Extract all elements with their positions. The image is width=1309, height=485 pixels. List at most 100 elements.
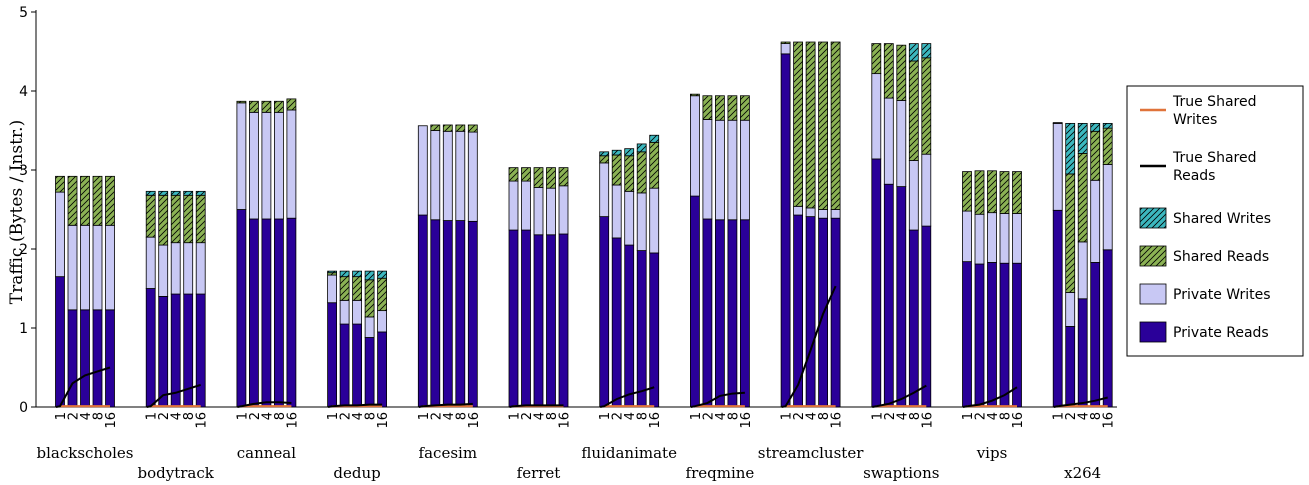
y-tick-label: 3 — [19, 163, 28, 179]
bar-shared-reads — [896, 44, 907, 101]
line-true-shared-reads — [237, 401, 292, 408]
bar-private-writes — [67, 224, 78, 311]
bar-shared-reads — [883, 43, 894, 99]
bar-shared-reads — [636, 151, 647, 194]
bar-shared-reads — [987, 170, 997, 214]
bar-private-reads — [92, 309, 103, 408]
bar-private-writes — [830, 209, 841, 219]
bar-shared-reads — [871, 43, 882, 75]
bar-private-writes — [92, 224, 103, 311]
bar-private-reads — [442, 220, 453, 408]
x-tick-label: 16 — [376, 412, 391, 429]
bar-private-writes — [1090, 179, 1101, 263]
bar-private-writes — [908, 160, 919, 231]
line-true-shared-reads — [872, 384, 927, 408]
bar-private-reads — [273, 218, 284, 408]
bar-private-reads — [896, 186, 907, 408]
bar-private-reads — [80, 309, 90, 408]
bar-shared-reads — [546, 167, 556, 189]
bar-private-reads — [780, 53, 791, 408]
bar-private-writes — [715, 119, 725, 221]
bar-private-reads — [430, 219, 441, 408]
bar-shared-reads — [508, 167, 519, 182]
x-tick-label: 2 — [701, 412, 716, 420]
bar-private-writes — [727, 119, 738, 221]
bar-shared-writes — [1065, 122, 1076, 175]
bar-shared-writes — [170, 190, 181, 196]
bar-shared-reads — [339, 276, 350, 301]
y-tick-label: 2 — [19, 242, 28, 258]
legend-label: Shared Writes — [1173, 211, 1271, 227]
x-tick-label: 8 — [636, 412, 651, 420]
x-tick-label: 2 — [974, 412, 989, 420]
bar-private-reads — [67, 309, 78, 408]
bar-private-reads — [636, 250, 647, 408]
bar-private-reads — [533, 234, 544, 408]
bar-private-writes — [327, 274, 338, 304]
bar-private-writes — [740, 119, 750, 221]
x-tick-label: 8 — [999, 412, 1014, 420]
bar-shared-reads — [830, 41, 841, 210]
bar-private-writes — [702, 119, 713, 220]
bar-private-reads — [702, 218, 713, 408]
x-tick-label: 2 — [611, 412, 626, 420]
bar-shared-reads — [740, 95, 750, 121]
bar-shared-reads — [55, 175, 65, 193]
bar-shared-writes — [611, 149, 622, 156]
y-tick-label: 4 — [19, 84, 28, 100]
bar-shared-reads — [999, 171, 1010, 214]
bar-private-writes — [611, 184, 622, 239]
bar-private-writes — [533, 186, 544, 236]
bar-private-reads — [727, 219, 738, 408]
bar-private-reads — [286, 217, 297, 408]
x-tick-label: 2 — [520, 412, 535, 420]
bar-private-writes — [286, 109, 297, 219]
legend-label: True Shared — [1172, 150, 1256, 166]
bar-private-reads — [352, 323, 363, 408]
x-tick-label: 4 — [533, 412, 548, 420]
bar-shared-reads — [1065, 173, 1076, 293]
bar-private-reads — [830, 217, 841, 408]
x-tick-label: 2 — [883, 412, 898, 420]
bar-shared-reads — [793, 41, 803, 207]
bar-private-writes — [195, 242, 206, 295]
x-tick-label: 16 — [195, 412, 210, 429]
bar-private-writes — [1052, 122, 1063, 211]
x-tick-label: 4 — [805, 412, 820, 420]
bar-shared-reads — [962, 171, 972, 212]
bar-private-reads — [908, 229, 919, 408]
legend-swatch-private-writes — [1139, 283, 1167, 305]
bar-private-reads — [962, 261, 972, 408]
bar-shared-writes — [327, 270, 338, 274]
bar-private-writes — [236, 102, 247, 210]
bar-shared-reads — [624, 155, 635, 192]
benchmark-label: streamcluster — [758, 444, 864, 462]
y-tick-label: 1 — [19, 321, 28, 337]
x-tick-label: 1 — [689, 412, 704, 420]
line-true-shared-reads — [418, 402, 473, 408]
x-tick-label: 1 — [326, 412, 341, 420]
legend-label: True Shared — [1172, 94, 1256, 110]
bar-private-reads — [417, 214, 428, 408]
x-tick-label: 8 — [364, 412, 379, 420]
line-true-shared-reads — [781, 285, 837, 408]
bar-private-writes — [1102, 164, 1113, 251]
bar-shared-reads — [364, 279, 375, 318]
bar-private-reads — [1077, 298, 1088, 408]
legend-swatch-shared-reads — [1139, 245, 1167, 267]
bar-shared-writes — [624, 148, 635, 157]
bar-private-writes — [818, 209, 828, 219]
benchmark-label: swaptions — [863, 464, 939, 482]
bar-shared-writes — [364, 270, 375, 281]
bar-private-writes — [158, 244, 169, 297]
x-tick-label: 1 — [508, 412, 523, 420]
bar-shared-reads — [92, 175, 103, 226]
bar-private-reads — [599, 216, 610, 408]
bar-shared-reads — [467, 124, 478, 133]
bar-private-writes — [417, 125, 428, 216]
x-tick-label: 2 — [67, 412, 82, 420]
bar-private-writes — [649, 187, 660, 254]
